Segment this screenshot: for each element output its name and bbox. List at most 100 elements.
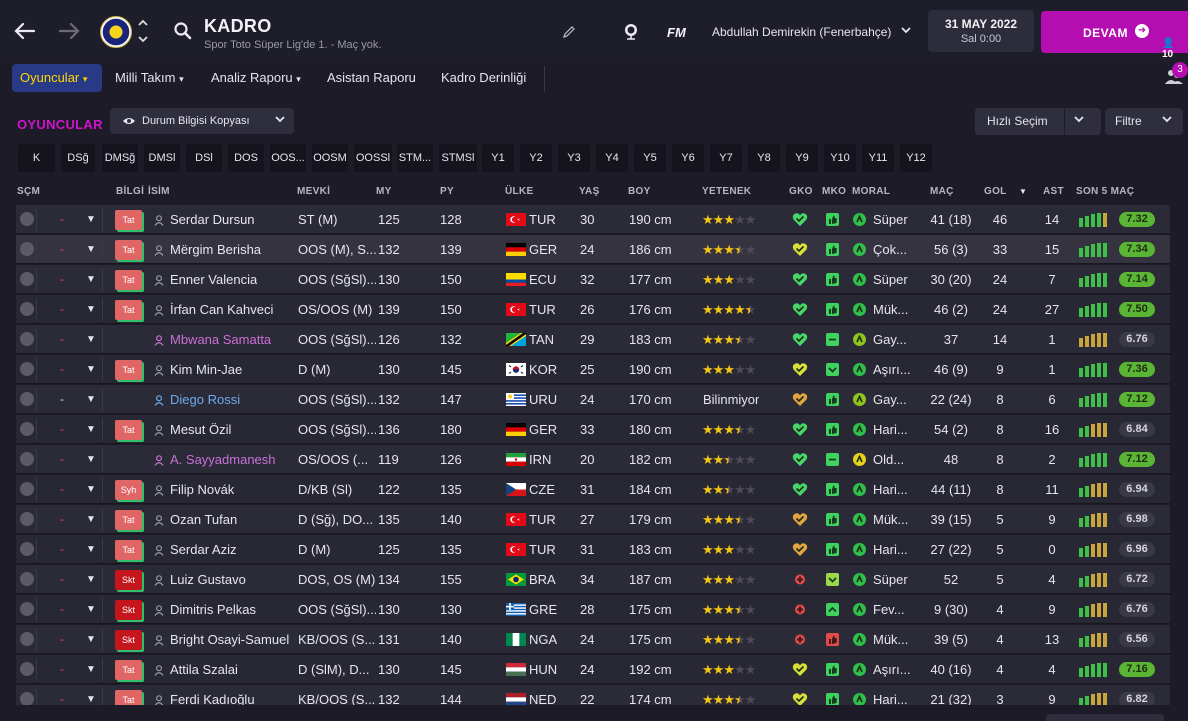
- position-chip[interactable]: OOSM: [312, 144, 348, 172]
- player-nation[interactable]: GER: [529, 422, 558, 437]
- tab-milli-takim[interactable]: Milli Takım ▾: [107, 64, 192, 92]
- player-name[interactable]: Attila Szalai: [170, 662, 238, 677]
- column-header-yetenek[interactable]: YETENEK: [702, 186, 752, 197]
- info-tag[interactable]: Tat: [115, 660, 142, 680]
- select-checkbox[interactable]: [20, 362, 34, 376]
- player-name[interactable]: Bright Osayi-Samuel: [170, 632, 290, 647]
- position-chip[interactable]: DSl: [186, 144, 222, 172]
- position-chip[interactable]: DMSğ: [102, 144, 138, 172]
- select-checkbox[interactable]: [20, 302, 34, 316]
- select-checkbox[interactable]: [20, 422, 34, 436]
- info-tag[interactable]: Tat: [115, 540, 142, 560]
- player-nation[interactable]: TUR: [529, 212, 556, 227]
- player-name[interactable]: Dimitris Pelkas: [170, 602, 256, 617]
- chevron-down-icon[interactable]: ▼: [86, 634, 96, 645]
- column-header-scm[interactable]: SÇM: [17, 186, 41, 197]
- player-name[interactable]: Ozan Tufan: [170, 512, 238, 527]
- player-name[interactable]: Luiz Gustavo: [170, 572, 246, 587]
- chevron-down-icon[interactable]: ▼: [86, 274, 96, 285]
- column-header-ulke[interactable]: ÜLKE: [505, 186, 534, 197]
- table-row[interactable]: - ▼ Tat Enner Valencia OOS (SğSl)... 130 150 EC…: [16, 265, 1170, 294]
- column-header-ast[interactable]: AST: [1043, 186, 1064, 197]
- select-checkbox[interactable]: [20, 212, 34, 226]
- select-checkbox[interactable]: [20, 572, 34, 586]
- chevron-down-icon[interactable]: ▼: [86, 394, 96, 405]
- column-header-py[interactable]: PY: [440, 186, 454, 197]
- globe-icon[interactable]: [622, 22, 640, 40]
- tab-kadro-derinligi[interactable]: Kadro Derinliği: [441, 70, 527, 85]
- column-header-bilgi[interactable]: BİLGİ: [116, 186, 145, 197]
- table-row[interactable]: - ▼ Tat Serdar Dursun ST (M) 125 128 TUR 30 190 c…: [16, 205, 1170, 234]
- player-name[interactable]: Mesut Özil: [170, 422, 232, 437]
- chevron-down-icon[interactable]: ▼: [86, 214, 96, 225]
- chevron-down-icon[interactable]: ▼: [86, 514, 96, 525]
- select-checkbox[interactable]: [20, 392, 34, 406]
- select-checkbox[interactable]: [20, 692, 34, 705]
- info-tag[interactable]: Skt: [115, 600, 142, 620]
- tab-asistan-raporu[interactable]: Asistan Raporu: [327, 70, 416, 85]
- chevron-down-icon[interactable]: ▼: [86, 364, 96, 375]
- table-row[interactable]: - ▼ Mbwana Samatta OOS (SğSl)... 126 132 TAN 29…: [16, 325, 1170, 354]
- info-tag[interactable]: Tat: [115, 270, 142, 290]
- position-chip[interactable]: Y7: [710, 144, 742, 172]
- back-icon[interactable]: [12, 18, 38, 44]
- player-name[interactable]: Serdar Dursun: [170, 212, 255, 227]
- player-name[interactable]: Enner Valencia: [170, 272, 258, 287]
- player-nation[interactable]: NED: [529, 692, 557, 705]
- tab-oyuncular[interactable]: Oyuncular ▾: [12, 64, 102, 92]
- select-checkbox[interactable]: [20, 452, 34, 466]
- column-header-yas[interactable]: YAŞ: [579, 186, 600, 197]
- table-row[interactable]: - ▼ Tat Ozan Tufan D (Sğ), DO... 135 140 TUR 27 1…: [16, 505, 1170, 534]
- chevron-down-icon[interactable]: ▼: [86, 424, 96, 435]
- continue-button[interactable]: DEVAM ➜: [1041, 11, 1188, 53]
- info-tag[interactable]: Skt: [115, 570, 142, 590]
- info-tag[interactable]: Skt: [115, 630, 142, 650]
- column-header-mko[interactable]: MKO: [822, 186, 847, 197]
- chevron-down-icon[interactable]: [1073, 113, 1085, 128]
- position-chip[interactable]: DSğ: [61, 144, 95, 172]
- table-row[interactable]: - ▼ Diego Rossi OOS (SğSl)... 132 147 URU 24 170…: [16, 385, 1170, 414]
- position-chip[interactable]: Y8: [748, 144, 780, 172]
- search-icon[interactable]: [174, 22, 192, 40]
- position-chip[interactable]: STM...: [397, 144, 433, 172]
- position-chip[interactable]: Y12: [900, 144, 932, 172]
- player-nation[interactable]: NGA: [529, 632, 558, 647]
- info-tag[interactable]: Tat: [115, 240, 142, 260]
- chevron-down-icon[interactable]: ▼: [86, 604, 96, 615]
- fm-logo[interactable]: FM: [667, 25, 686, 40]
- forward-icon[interactable]: [56, 18, 82, 44]
- player-nation[interactable]: CZE: [529, 482, 555, 497]
- select-checkbox[interactable]: [20, 542, 34, 556]
- table-row[interactable]: - ▼ Skt Bright Osayi-Samuel KB/OOS (S... 131 1…: [16, 625, 1170, 654]
- pencil-icon[interactable]: [562, 25, 576, 39]
- chevron-down-icon[interactable]: ▼: [86, 334, 96, 345]
- view-dropdown[interactable]: Durum Bilgisi Kopyası: [110, 108, 294, 134]
- info-tag[interactable]: Tat: [115, 210, 142, 230]
- table-row[interactable]: - ▼ Tat İrfan Can Kahveci OS/OOS (M) 139 150 TU…: [16, 295, 1170, 324]
- player-name[interactable]: Ferdi Kadıoğlu: [170, 692, 255, 705]
- chevron-down-icon[interactable]: ▼: [86, 454, 96, 465]
- position-chip[interactable]: Y9: [786, 144, 818, 172]
- position-chip[interactable]: Y1: [482, 144, 514, 172]
- position-chip[interactable]: Y11: [862, 144, 894, 172]
- table-row[interactable]: - ▼ Tat Attila Szalai D (SlM), D... 130 145 HUN…: [16, 655, 1170, 684]
- position-chip[interactable]: Y6: [672, 144, 704, 172]
- chevron-down-icon[interactable]: ▼: [86, 244, 96, 255]
- table-row[interactable]: - ▼ Tat Mesut Özil OOS (SğSl)... 136 180 GER 33 1…: [16, 415, 1170, 444]
- position-chip[interactable]: Y2: [520, 144, 552, 172]
- position-chip[interactable]: DOS: [228, 144, 264, 172]
- table-row[interactable]: - ▼ Tat Serdar Aziz D (M) 125 135 TUR 31 183 cm ★★…: [16, 535, 1170, 564]
- chevron-down-icon[interactable]: ▼: [86, 544, 96, 555]
- position-chip[interactable]: OOS...: [270, 144, 306, 172]
- player-nation[interactable]: GER: [529, 242, 558, 257]
- player-name[interactable]: Mërgim Berisha: [170, 242, 262, 257]
- bottom-panel-tab[interactable]: [1046, 714, 1164, 721]
- chevron-down-icon[interactable]: ▼: [86, 484, 96, 495]
- column-header-mac[interactable]: MAÇ: [930, 186, 954, 197]
- select-checkbox[interactable]: [20, 632, 34, 646]
- info-tag[interactable]: Tat: [115, 360, 142, 380]
- chevron-down-icon[interactable]: [900, 24, 912, 39]
- info-tag[interactable]: Tat: [115, 690, 142, 705]
- column-header-gko[interactable]: GKO: [789, 186, 813, 197]
- manager-name[interactable]: Abdullah Demirekin (Fenerbahçe): [712, 25, 892, 39]
